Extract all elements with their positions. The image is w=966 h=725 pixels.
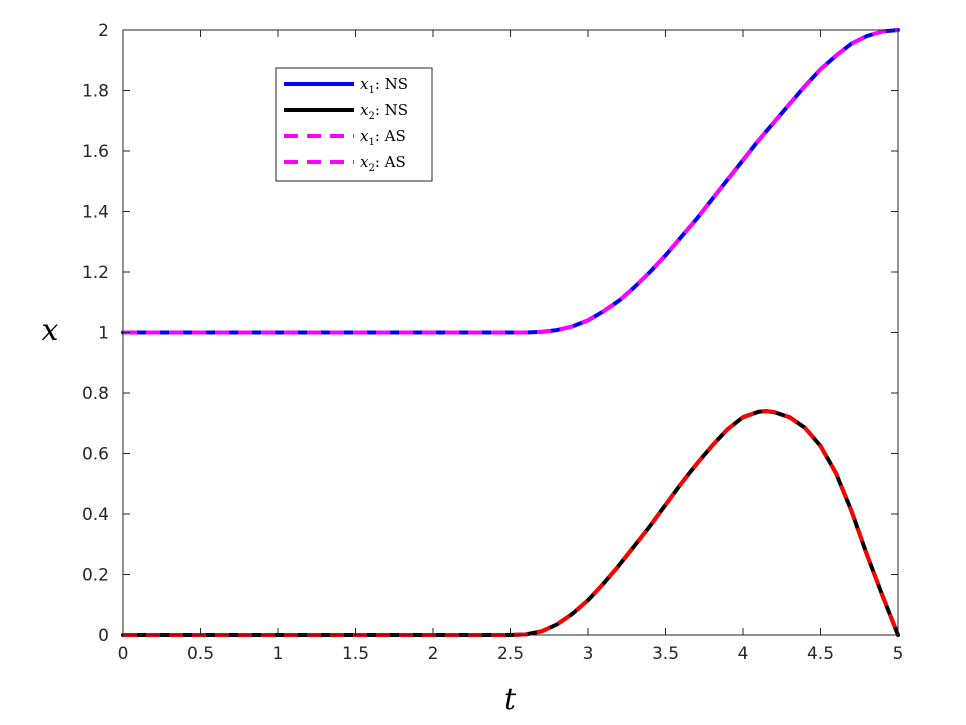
legend-label-3: x1: AS — [360, 127, 406, 148]
y-tick-label: 1 — [98, 324, 109, 344]
x-tick-label: 3 — [583, 644, 594, 664]
y-tick-label: 1.2 — [82, 263, 109, 283]
x-tick-label: 0 — [118, 644, 129, 664]
x-tick-label: 3.5 — [652, 644, 679, 664]
x-axis-label: t — [504, 682, 517, 717]
x-tick-label: 2.5 — [497, 644, 524, 664]
y-tick-label: 0.6 — [82, 445, 109, 465]
x-tick-label: 1 — [273, 644, 284, 664]
tick-layer: 0 0.5 1 1.5 2 2.5 3 3.5 4 4.5 5 0 0.2 0.4 0.6 0.8 1 1.2 1.… — [82, 21, 903, 664]
series-line-3 — [123, 28, 899, 335]
legend-label-4: x2: AS — [360, 153, 406, 174]
y-tick-label: 2 — [98, 21, 109, 41]
y-tick-label: 0 — [98, 626, 109, 646]
x-tick-label: 4.5 — [807, 644, 834, 664]
x-tick-label: 5 — [893, 644, 904, 664]
x-tick-label: 4 — [738, 644, 749, 664]
y-axis-label: x — [42, 313, 59, 348]
y-tick-label: 0.8 — [82, 384, 109, 404]
series-line-4 — [123, 409, 900, 637]
x-tick-label: 0.5 — [187, 644, 214, 664]
y-tick-label: 0.4 — [82, 505, 109, 525]
x-tick-label: 2 — [428, 644, 439, 664]
legend-label-1: x1: NS — [360, 75, 408, 96]
y-tick-label: 1.4 — [82, 203, 109, 223]
legend-label-2: x2: NS — [360, 101, 408, 122]
y-tick-label: 1.6 — [82, 142, 109, 162]
y-tick-label: 0.2 — [82, 566, 109, 586]
x-tick-label: 1.5 — [342, 644, 369, 664]
y-tick-label: 1.8 — [82, 82, 109, 102]
legend: x1: NS x2: NS x1: AS x2: AS — [275, 67, 433, 182]
